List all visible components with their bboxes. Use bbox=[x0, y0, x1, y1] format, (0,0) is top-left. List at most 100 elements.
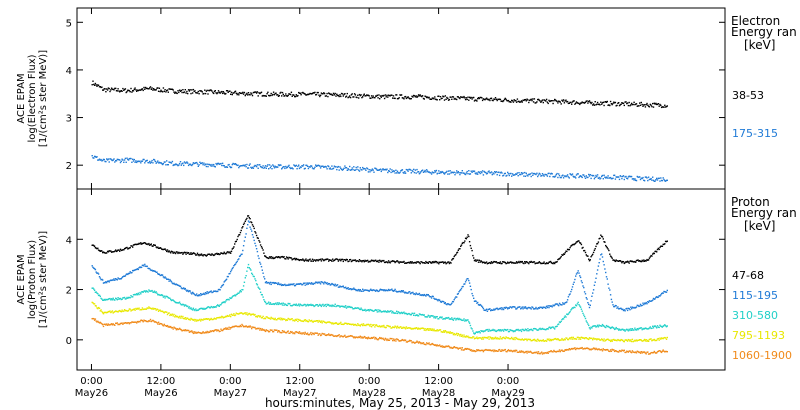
data-point bbox=[95, 84, 97, 86]
data-point bbox=[233, 163, 235, 165]
data-point bbox=[370, 309, 373, 312]
proton-series-795-1193 bbox=[91, 301, 668, 343]
proton-legend-unit: [keV] bbox=[744, 219, 775, 233]
data-point bbox=[366, 167, 368, 169]
data-point bbox=[356, 289, 358, 291]
data-point bbox=[596, 269, 599, 271]
data-point bbox=[151, 289, 153, 292]
data-point bbox=[201, 91, 203, 93]
data-point bbox=[588, 306, 591, 309]
data-point bbox=[321, 304, 323, 306]
data-point bbox=[456, 252, 458, 254]
data-point bbox=[298, 305, 301, 307]
data-point bbox=[248, 221, 250, 223]
data-point bbox=[426, 170, 429, 172]
data-point bbox=[283, 318, 285, 320]
data-point bbox=[105, 281, 107, 283]
data-point bbox=[174, 314, 177, 317]
data-point bbox=[616, 260, 618, 262]
data-point bbox=[303, 282, 306, 284]
data-point bbox=[513, 306, 515, 308]
data-point bbox=[302, 164, 305, 166]
data-point bbox=[578, 304, 580, 306]
data-point bbox=[121, 298, 123, 300]
data-point bbox=[152, 307, 154, 309]
data-point bbox=[487, 349, 489, 351]
data-point bbox=[184, 89, 186, 91]
data-point bbox=[434, 260, 437, 263]
data-point bbox=[239, 324, 242, 327]
data-point bbox=[423, 293, 425, 296]
data-point bbox=[370, 326, 373, 328]
data-point bbox=[339, 285, 341, 287]
data-point bbox=[161, 324, 164, 326]
data-point bbox=[235, 312, 237, 314]
data-point bbox=[144, 162, 146, 164]
data-point bbox=[234, 163, 236, 165]
data-point bbox=[345, 286, 347, 288]
data-point bbox=[332, 167, 335, 169]
data-point bbox=[586, 347, 588, 349]
data-point bbox=[305, 94, 307, 96]
data-point bbox=[209, 318, 212, 320]
data-point bbox=[297, 258, 299, 260]
data-point bbox=[580, 280, 583, 282]
data-point bbox=[620, 338, 622, 341]
data-point bbox=[115, 87, 117, 90]
data-point bbox=[281, 330, 284, 332]
data-point bbox=[379, 260, 382, 262]
data-point bbox=[616, 350, 618, 353]
data-point bbox=[566, 313, 568, 315]
data-point bbox=[238, 234, 240, 236]
data-point bbox=[562, 99, 565, 101]
data-point bbox=[595, 245, 597, 248]
data-point bbox=[375, 167, 377, 170]
data-point bbox=[621, 102, 623, 104]
data-point bbox=[439, 345, 442, 348]
data-point bbox=[486, 310, 489, 312]
data-point bbox=[477, 261, 480, 263]
data-point bbox=[108, 281, 110, 283]
data-point bbox=[550, 339, 553, 342]
data-point bbox=[178, 284, 180, 287]
data-point bbox=[99, 295, 101, 298]
data-point bbox=[385, 311, 387, 313]
data-point bbox=[258, 257, 260, 260]
data-point bbox=[121, 276, 123, 279]
data-point bbox=[580, 102, 583, 104]
data-point bbox=[420, 294, 422, 296]
data-point bbox=[92, 317, 94, 320]
data-point bbox=[473, 336, 475, 338]
data-point bbox=[230, 315, 232, 318]
data-point bbox=[387, 260, 390, 262]
data-point bbox=[439, 329, 442, 331]
data-point bbox=[218, 330, 220, 333]
data-point bbox=[426, 342, 429, 345]
data-point bbox=[140, 293, 142, 295]
data-point bbox=[614, 328, 617, 330]
data-point bbox=[316, 91, 318, 94]
data-point bbox=[370, 259, 373, 261]
data-point bbox=[132, 158, 134, 160]
data-point bbox=[462, 96, 464, 99]
data-point bbox=[281, 319, 284, 321]
data-point bbox=[234, 90, 237, 92]
data-point bbox=[311, 93, 313, 95]
data-point bbox=[105, 252, 107, 254]
data-point bbox=[485, 329, 488, 331]
data-point bbox=[602, 340, 604, 342]
data-point bbox=[114, 299, 116, 301]
data-point bbox=[128, 158, 131, 160]
data-point bbox=[131, 245, 133, 247]
data-point bbox=[622, 260, 624, 263]
data-point bbox=[289, 318, 292, 321]
data-point bbox=[496, 350, 498, 352]
data-point bbox=[557, 338, 559, 340]
data-point bbox=[500, 337, 502, 340]
data-point bbox=[399, 312, 401, 315]
data-point bbox=[249, 325, 251, 327]
data-point bbox=[130, 87, 132, 90]
data-point bbox=[470, 327, 472, 329]
data-point bbox=[283, 284, 285, 286]
data-point bbox=[139, 160, 141, 162]
